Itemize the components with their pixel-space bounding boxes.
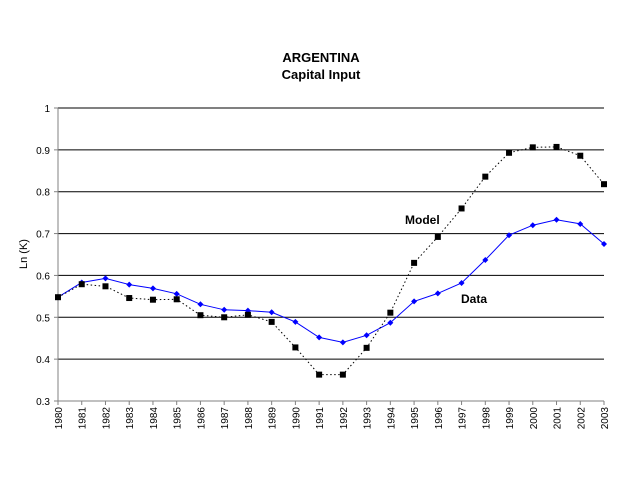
x-tick-label-1991: 1991 xyxy=(315,407,326,430)
point-model-1992 xyxy=(339,371,346,378)
x-tick-label-1985: 1985 xyxy=(173,407,184,430)
point-model-1990 xyxy=(292,344,299,351)
x-tick-label-1999: 1999 xyxy=(505,407,516,430)
y-tick-label-0.3: 0.3 xyxy=(36,397,50,408)
point-data-1982 xyxy=(102,275,109,282)
point-data-1987 xyxy=(221,306,228,313)
gridlines xyxy=(58,107,604,360)
y-tick-label-0.4: 0.4 xyxy=(36,355,50,366)
x-tick-label-1997: 1997 xyxy=(458,407,469,430)
point-data-1995 xyxy=(411,298,418,305)
x-tick-label-1986: 1986 xyxy=(196,407,207,430)
point-model-1986 xyxy=(197,312,204,319)
series-line-model xyxy=(57,146,605,376)
y-tick-label-0.5: 0.5 xyxy=(36,313,50,324)
x-tick-label-1993: 1993 xyxy=(363,407,374,430)
y-tick-label-0.7: 0.7 xyxy=(36,230,50,241)
chart-title: ARGENTINA xyxy=(282,50,360,65)
point-model-1997 xyxy=(458,205,465,212)
point-data-2003 xyxy=(601,241,607,248)
x-tick-label-1992: 1992 xyxy=(339,407,350,430)
point-model-2002 xyxy=(577,152,584,159)
x-tick-label-1988: 1988 xyxy=(244,407,255,430)
point-model-1996 xyxy=(434,233,441,240)
point-data-2001 xyxy=(553,216,560,223)
point-model-2003 xyxy=(601,181,607,188)
x-tick-label-1987: 1987 xyxy=(220,407,231,430)
point-model-1993 xyxy=(363,344,370,351)
point-model-2000 xyxy=(529,144,536,151)
series-layer xyxy=(55,143,607,378)
point-model-1989 xyxy=(268,318,275,325)
point-data-1991 xyxy=(316,334,323,341)
point-model-1991 xyxy=(316,371,323,378)
point-data-1999 xyxy=(506,232,513,239)
x-tick-label-1996: 1996 xyxy=(434,407,445,430)
point-data-1994 xyxy=(387,319,394,326)
y-tick-label-0.9: 0.9 xyxy=(36,146,50,157)
point-model-1980 xyxy=(55,294,61,301)
point-data-1996 xyxy=(434,290,441,297)
x-tick-label-1982: 1982 xyxy=(101,407,112,430)
x-tick-label-1980: 1980 xyxy=(54,407,65,430)
series-label-model: Model xyxy=(405,213,440,227)
y-tick-label-1: 1 xyxy=(44,104,50,115)
axes xyxy=(54,107,605,405)
point-model-1985 xyxy=(173,296,180,303)
point-model-1999 xyxy=(506,149,513,156)
point-data-2000 xyxy=(529,222,536,229)
point-model-1987 xyxy=(221,314,228,321)
x-tick-label-2002: 2002 xyxy=(576,407,587,430)
x-tick-label-1994: 1994 xyxy=(386,407,397,430)
x-tick-label-2003: 2003 xyxy=(600,407,611,430)
point-data-1983 xyxy=(126,281,133,288)
x-tick-label-2000: 2000 xyxy=(529,407,540,430)
x-tick-label-2001: 2001 xyxy=(553,407,564,430)
point-model-1984 xyxy=(149,296,156,303)
point-model-1995 xyxy=(411,259,418,266)
point-model-1994 xyxy=(387,309,394,316)
y-tick-label-0.8: 0.8 xyxy=(36,188,50,199)
point-data-1998 xyxy=(482,256,489,263)
x-tick-label-1984: 1984 xyxy=(149,407,160,430)
y-tick-label-0.6: 0.6 xyxy=(36,271,50,282)
x-tick-label-1981: 1981 xyxy=(78,407,89,430)
x-tick-labels: 1980 1981 1982 1983 1984 1985 1986 1987 1988 1989… xyxy=(54,407,611,430)
point-model-1983 xyxy=(126,295,133,302)
point-data-1986 xyxy=(197,301,204,308)
x-tick-label-1983: 1983 xyxy=(125,407,136,430)
y-axis-label: Ln (K) xyxy=(18,239,30,269)
point-data-1984 xyxy=(149,285,156,292)
point-data-1989 xyxy=(268,309,275,316)
point-data-1993 xyxy=(363,332,370,339)
point-data-1990 xyxy=(292,318,299,325)
point-data-1992 xyxy=(339,339,346,346)
point-model-2001 xyxy=(553,143,560,150)
point-data-1997 xyxy=(458,279,465,286)
x-tick-label-1990: 1990 xyxy=(291,407,302,430)
point-model-1981 xyxy=(78,281,85,288)
point-data-2002 xyxy=(577,220,584,227)
series-label-data: Data xyxy=(461,292,487,306)
chart-subtitle: Capital Input xyxy=(282,67,361,82)
point-model-1982 xyxy=(102,283,109,290)
point-model-1998 xyxy=(482,173,489,180)
series-line-data xyxy=(57,219,605,343)
x-tick-label-1989: 1989 xyxy=(268,407,279,430)
x-tick-label-1998: 1998 xyxy=(481,407,492,430)
point-model-1988 xyxy=(244,311,251,318)
point-data-1985 xyxy=(173,290,180,297)
x-tick-label-1995: 1995 xyxy=(410,407,421,430)
y-tick-labels: 0.3 0.4 0.5 0.6 0.7 0.8 0.9 1 xyxy=(36,104,50,408)
